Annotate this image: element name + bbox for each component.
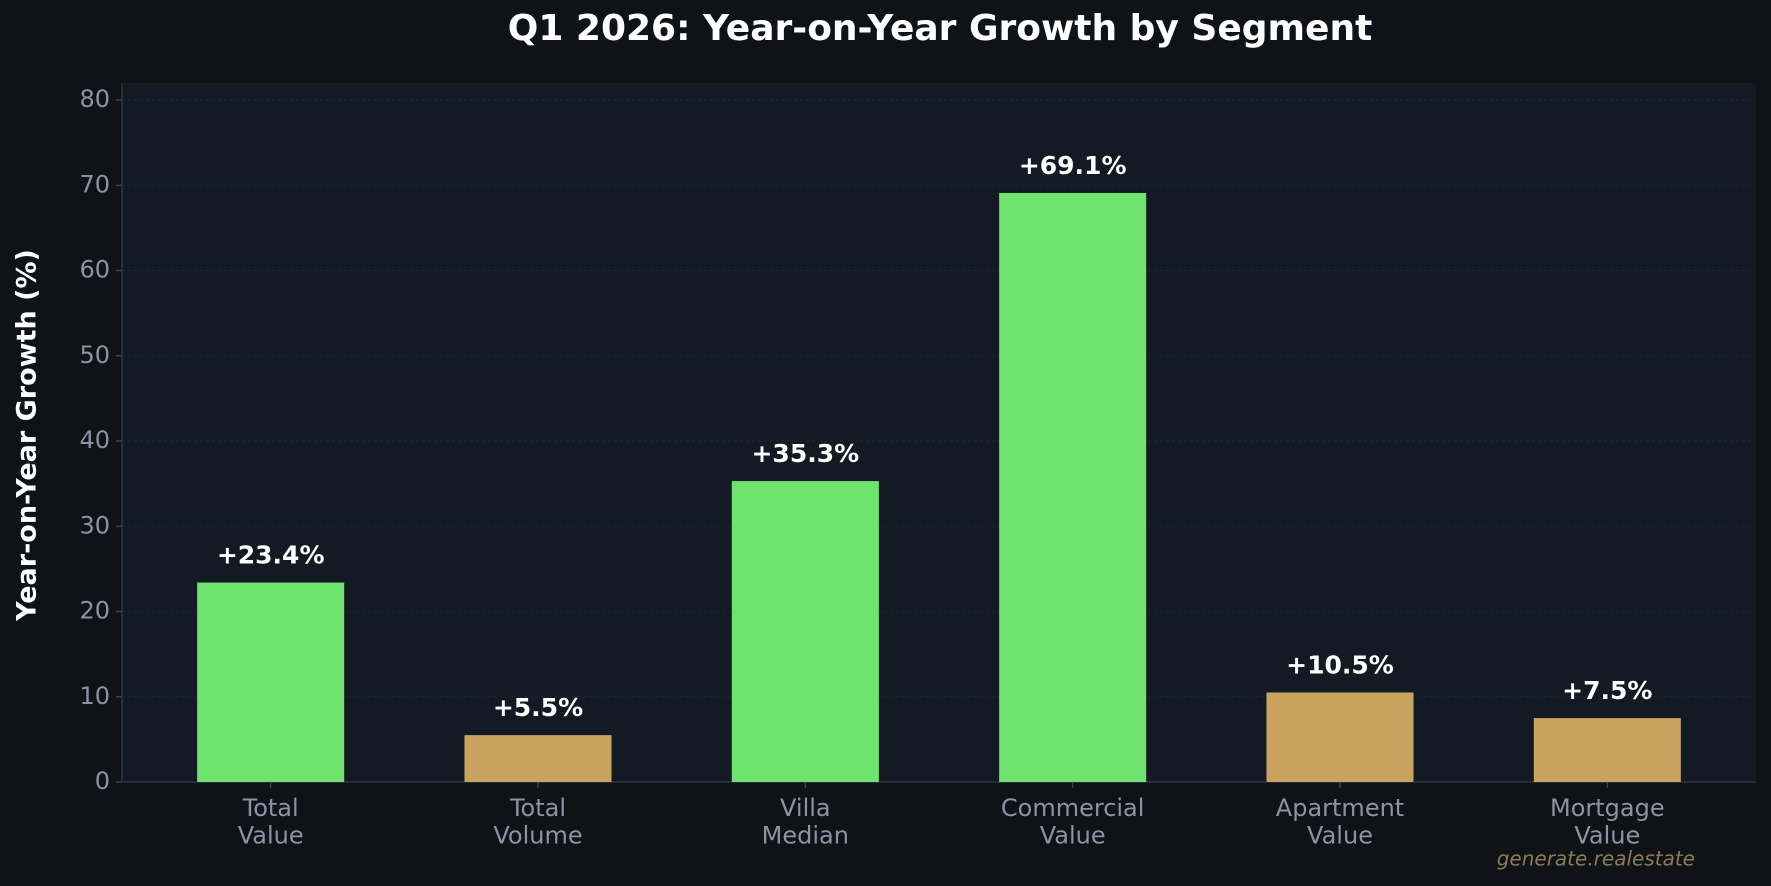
value-label: +69.1% bbox=[1019, 151, 1127, 180]
plot-area bbox=[122, 83, 1756, 782]
y-tick-label: 0 bbox=[95, 767, 110, 795]
y-axis-label: Year-on-Year Growth (%) bbox=[12, 249, 43, 622]
watermark: generate.realestate bbox=[1497, 847, 1695, 871]
x-tick-label: Apartment Value bbox=[1276, 794, 1404, 850]
x-tick-label: Total Volume bbox=[493, 794, 582, 850]
y-tick-label: 40 bbox=[79, 426, 110, 454]
bar bbox=[464, 735, 612, 782]
value-label: +23.4% bbox=[217, 541, 325, 570]
x-tick-label: Villa Median bbox=[762, 794, 849, 850]
chart-title: Q1 2026: Year-on-Year Growth by Segment bbox=[508, 8, 1373, 49]
value-label: +7.5% bbox=[1562, 676, 1652, 705]
value-label: +5.5% bbox=[493, 693, 583, 722]
bar bbox=[1266, 692, 1414, 782]
x-tick-label: Commercial Value bbox=[1001, 794, 1145, 850]
bar bbox=[999, 192, 1147, 783]
x-tick-label: Mortgage Value bbox=[1550, 794, 1665, 850]
y-tick-label: 70 bbox=[79, 170, 110, 198]
x-tick-label: Total Value bbox=[238, 794, 304, 850]
bar bbox=[197, 582, 345, 782]
y-tick-label: 30 bbox=[79, 511, 110, 539]
y-tick-label: 80 bbox=[79, 85, 110, 113]
y-tick-label: 60 bbox=[79, 256, 110, 284]
y-tick-label: 50 bbox=[79, 341, 110, 369]
value-label: +35.3% bbox=[751, 439, 859, 468]
y-tick-label: 20 bbox=[79, 597, 110, 625]
value-label: +10.5% bbox=[1286, 650, 1394, 679]
y-tick-label: 10 bbox=[79, 682, 110, 710]
bar bbox=[731, 481, 879, 782]
bar bbox=[1533, 718, 1681, 782]
